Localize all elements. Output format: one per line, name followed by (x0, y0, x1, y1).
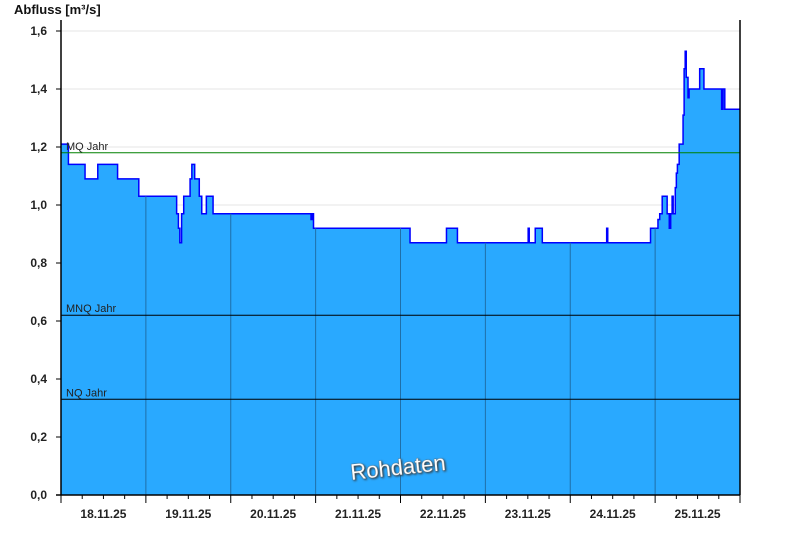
y-tick-label: 0,0 (30, 488, 47, 502)
x-tick-label: 23.11.25 (505, 507, 551, 521)
x-tick-label: 25.11.25 (675, 507, 721, 521)
reference-label: NQ Jahr (66, 387, 107, 399)
x-tick-label: 22.11.25 (420, 507, 466, 521)
y-tick-label: 1,0 (30, 198, 47, 212)
x-tick-label: 20.11.25 (250, 507, 296, 521)
y-tick-label: 0,2 (30, 430, 47, 444)
y-tick-label: 1,6 (30, 24, 47, 38)
y-axis-title: Abfluss [m³/s] (14, 2, 101, 17)
discharge-line (61, 50, 740, 244)
x-tick-label: 24.11.25 (590, 507, 636, 521)
y-tick-label: 0,6 (30, 314, 47, 328)
y-tick-label: 0,8 (30, 256, 47, 270)
y-tick-label: 0,4 (30, 372, 47, 386)
x-tick-label: 21.11.25 (335, 507, 381, 521)
reference-label: MQ Jahr (66, 141, 109, 153)
x-tick-label: 18.11.25 (80, 507, 126, 521)
y-tick-label: 1,4 (30, 82, 47, 96)
x-tick-label: 19.11.25 (165, 507, 211, 521)
y-tick-label: 1,2 (30, 140, 47, 154)
reference-label: MNQ Jahr (66, 303, 116, 315)
